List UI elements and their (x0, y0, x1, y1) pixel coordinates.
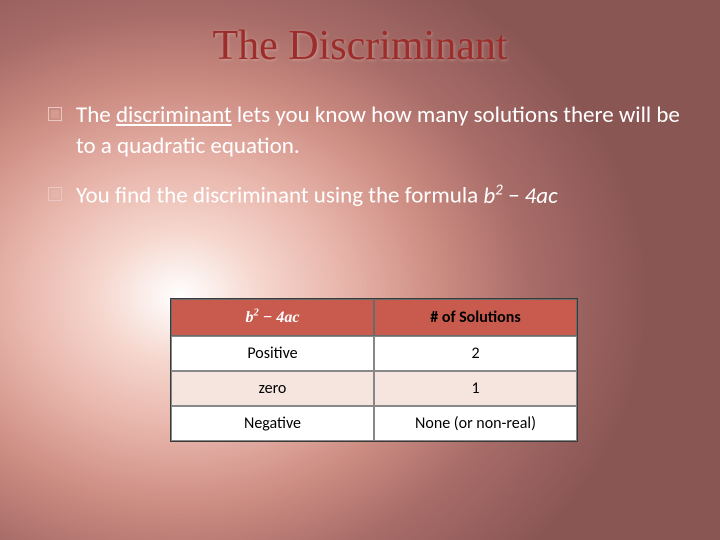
bullet-item: You find the discriminant using the form… (48, 180, 680, 212)
table-cell: Positive (171, 336, 374, 371)
formula-base: b (246, 309, 254, 326)
slide-title: The Discriminant (0, 22, 720, 70)
table-header-cell: b2 − 4ac (171, 299, 374, 336)
table-cell: zero (171, 371, 374, 406)
discriminant-table: b2 − 4ac # of Solutions Positive 2 zero … (170, 298, 578, 442)
table-cell: None (or non-real) (374, 406, 577, 441)
underlined-term: discriminant (116, 101, 232, 129)
table-row: zero 1 (171, 371, 577, 406)
formula-exponent: 2 (495, 181, 503, 199)
bullet-list: The discriminant lets you know how many … (48, 100, 680, 230)
table-cell: Negative (171, 406, 374, 441)
bullet-item: The discriminant lets you know how many … (48, 100, 680, 162)
table-header-cell: # of Solutions (374, 299, 577, 336)
table-cell: 2 (374, 336, 577, 371)
text-fragment: You find the discriminant using the form… (76, 182, 483, 210)
bullet-text: You find the discriminant using the form… (76, 180, 680, 212)
formula-base: b (483, 182, 495, 210)
table-header-row: b2 − 4ac # of Solutions (171, 299, 577, 336)
table-cell: 1 (374, 371, 577, 406)
slide: The Discriminant The discriminant lets y… (0, 0, 720, 540)
bullet-text: The discriminant lets you know how many … (76, 100, 680, 162)
text-fragment: The (76, 101, 116, 129)
table-row: Positive 2 (171, 336, 577, 371)
table-row: Negative None (or non-real) (171, 406, 577, 441)
bullet-square-icon (48, 107, 62, 121)
formula: b2 − 4ac (483, 182, 557, 210)
bullet-square-icon (48, 187, 62, 201)
formula: b2 − 4ac (246, 309, 300, 326)
formula-rest: − 4ac (259, 309, 300, 326)
formula-rest: − 4ac (503, 182, 558, 210)
